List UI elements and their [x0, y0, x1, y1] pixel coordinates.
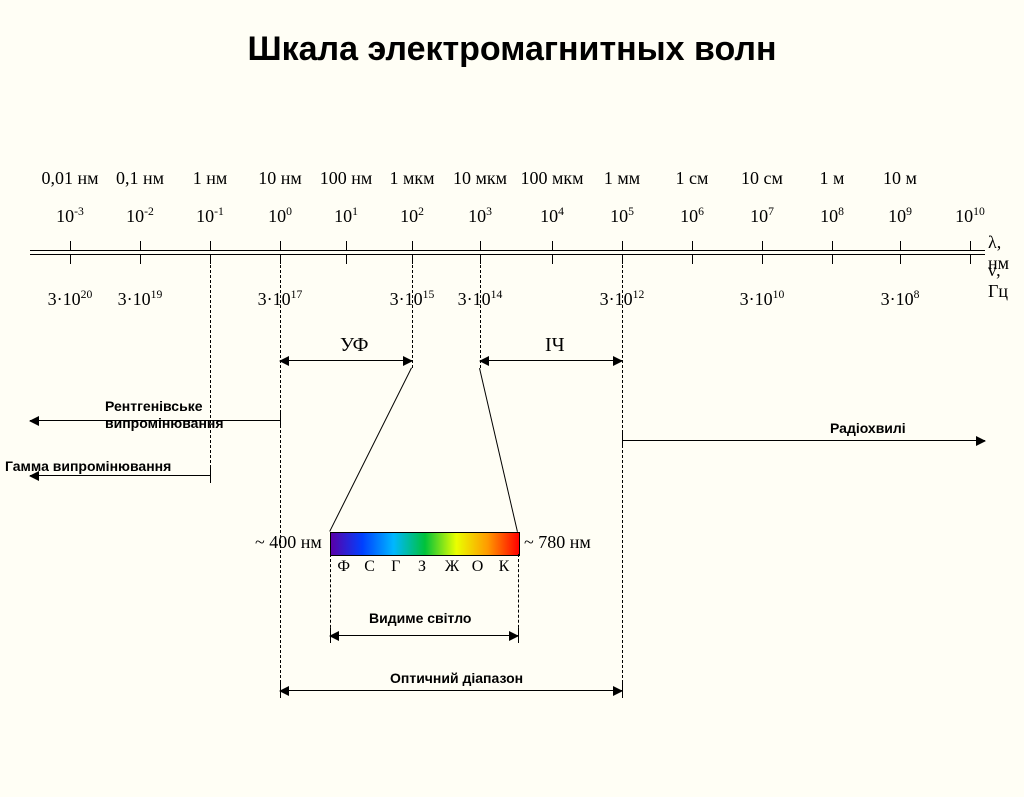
visible-min: ~ 400 нм — [255, 532, 322, 553]
power-label: 100 — [268, 205, 292, 227]
optical-range-label: Оптичний діапазон — [390, 670, 523, 686]
power-label: 107 — [750, 205, 774, 227]
page-title: Шкала электромагнитных волн — [0, 30, 1024, 69]
ir-label: ІЧ — [545, 334, 565, 357]
wavelength-label: 0,01 нм — [41, 168, 98, 189]
visible-spectrum-bar — [330, 532, 520, 556]
power-label: 106 — [680, 205, 704, 227]
frequency-label: 3·1019 — [118, 288, 163, 310]
spectrum-letter: О — [472, 558, 484, 576]
power-label: 102 — [400, 205, 424, 227]
power-label: 101 — [334, 205, 358, 227]
power-label: 1010 — [955, 205, 985, 227]
xray-label: Рентгенівськевипромінювання — [105, 398, 224, 432]
spectrum-letter: З — [418, 558, 426, 576]
spectrum-letter: Ф — [337, 558, 350, 576]
wavelength-label: 10 нм — [258, 168, 302, 189]
em-spectrum-diagram: 0,01 нм 10-3 3·1020 0,1 нм 10-2 3·1019 1 нм 10-… — [0, 130, 1024, 750]
spectrum-letter: Ж — [445, 558, 459, 576]
wavelength-label: 100 нм — [320, 168, 373, 189]
power-label: 103 — [468, 205, 492, 227]
radio-label: Радіохвилі — [830, 420, 906, 436]
frequency-label: 3·108 — [881, 288, 920, 310]
power-label: 10-1 — [196, 205, 224, 227]
wavelength-label: 1 м — [820, 168, 845, 189]
wavelength-label: 1 нм — [193, 168, 228, 189]
spectrum-letter: С — [364, 558, 375, 576]
power-label: 105 — [610, 205, 634, 227]
wavelength-label: 100 мкм — [520, 168, 583, 189]
power-label: 10-3 — [56, 205, 84, 227]
spectrum-letter: К — [499, 558, 510, 576]
wavelength-label: 1 см — [676, 168, 709, 189]
wavelength-label: 10 м — [883, 168, 917, 189]
power-label: 109 — [888, 205, 912, 227]
visible-max: ~ 780 нм — [524, 532, 591, 553]
spectrum-letter: Г — [391, 558, 400, 576]
frequency-label: 3·1020 — [48, 288, 93, 310]
wavelength-label: 1 мм — [604, 168, 640, 189]
wavelength-label: 1 мкм — [389, 168, 434, 189]
power-label: 10-2 — [126, 205, 154, 227]
power-label: 104 — [540, 205, 564, 227]
wavelength-label: 0,1 нм — [116, 168, 164, 189]
visible-light-label: Видиме світло — [369, 610, 471, 626]
nu-axis-label: ν, Гц — [988, 260, 1024, 302]
frequency-label: 3·1010 — [740, 288, 785, 310]
wavelength-label: 10 мкм — [453, 168, 507, 189]
gamma-label: Гамма випромінювання — [5, 458, 171, 474]
wavelength-label: 10 см — [741, 168, 783, 189]
power-label: 108 — [820, 205, 844, 227]
uv-label: УФ — [340, 334, 368, 357]
